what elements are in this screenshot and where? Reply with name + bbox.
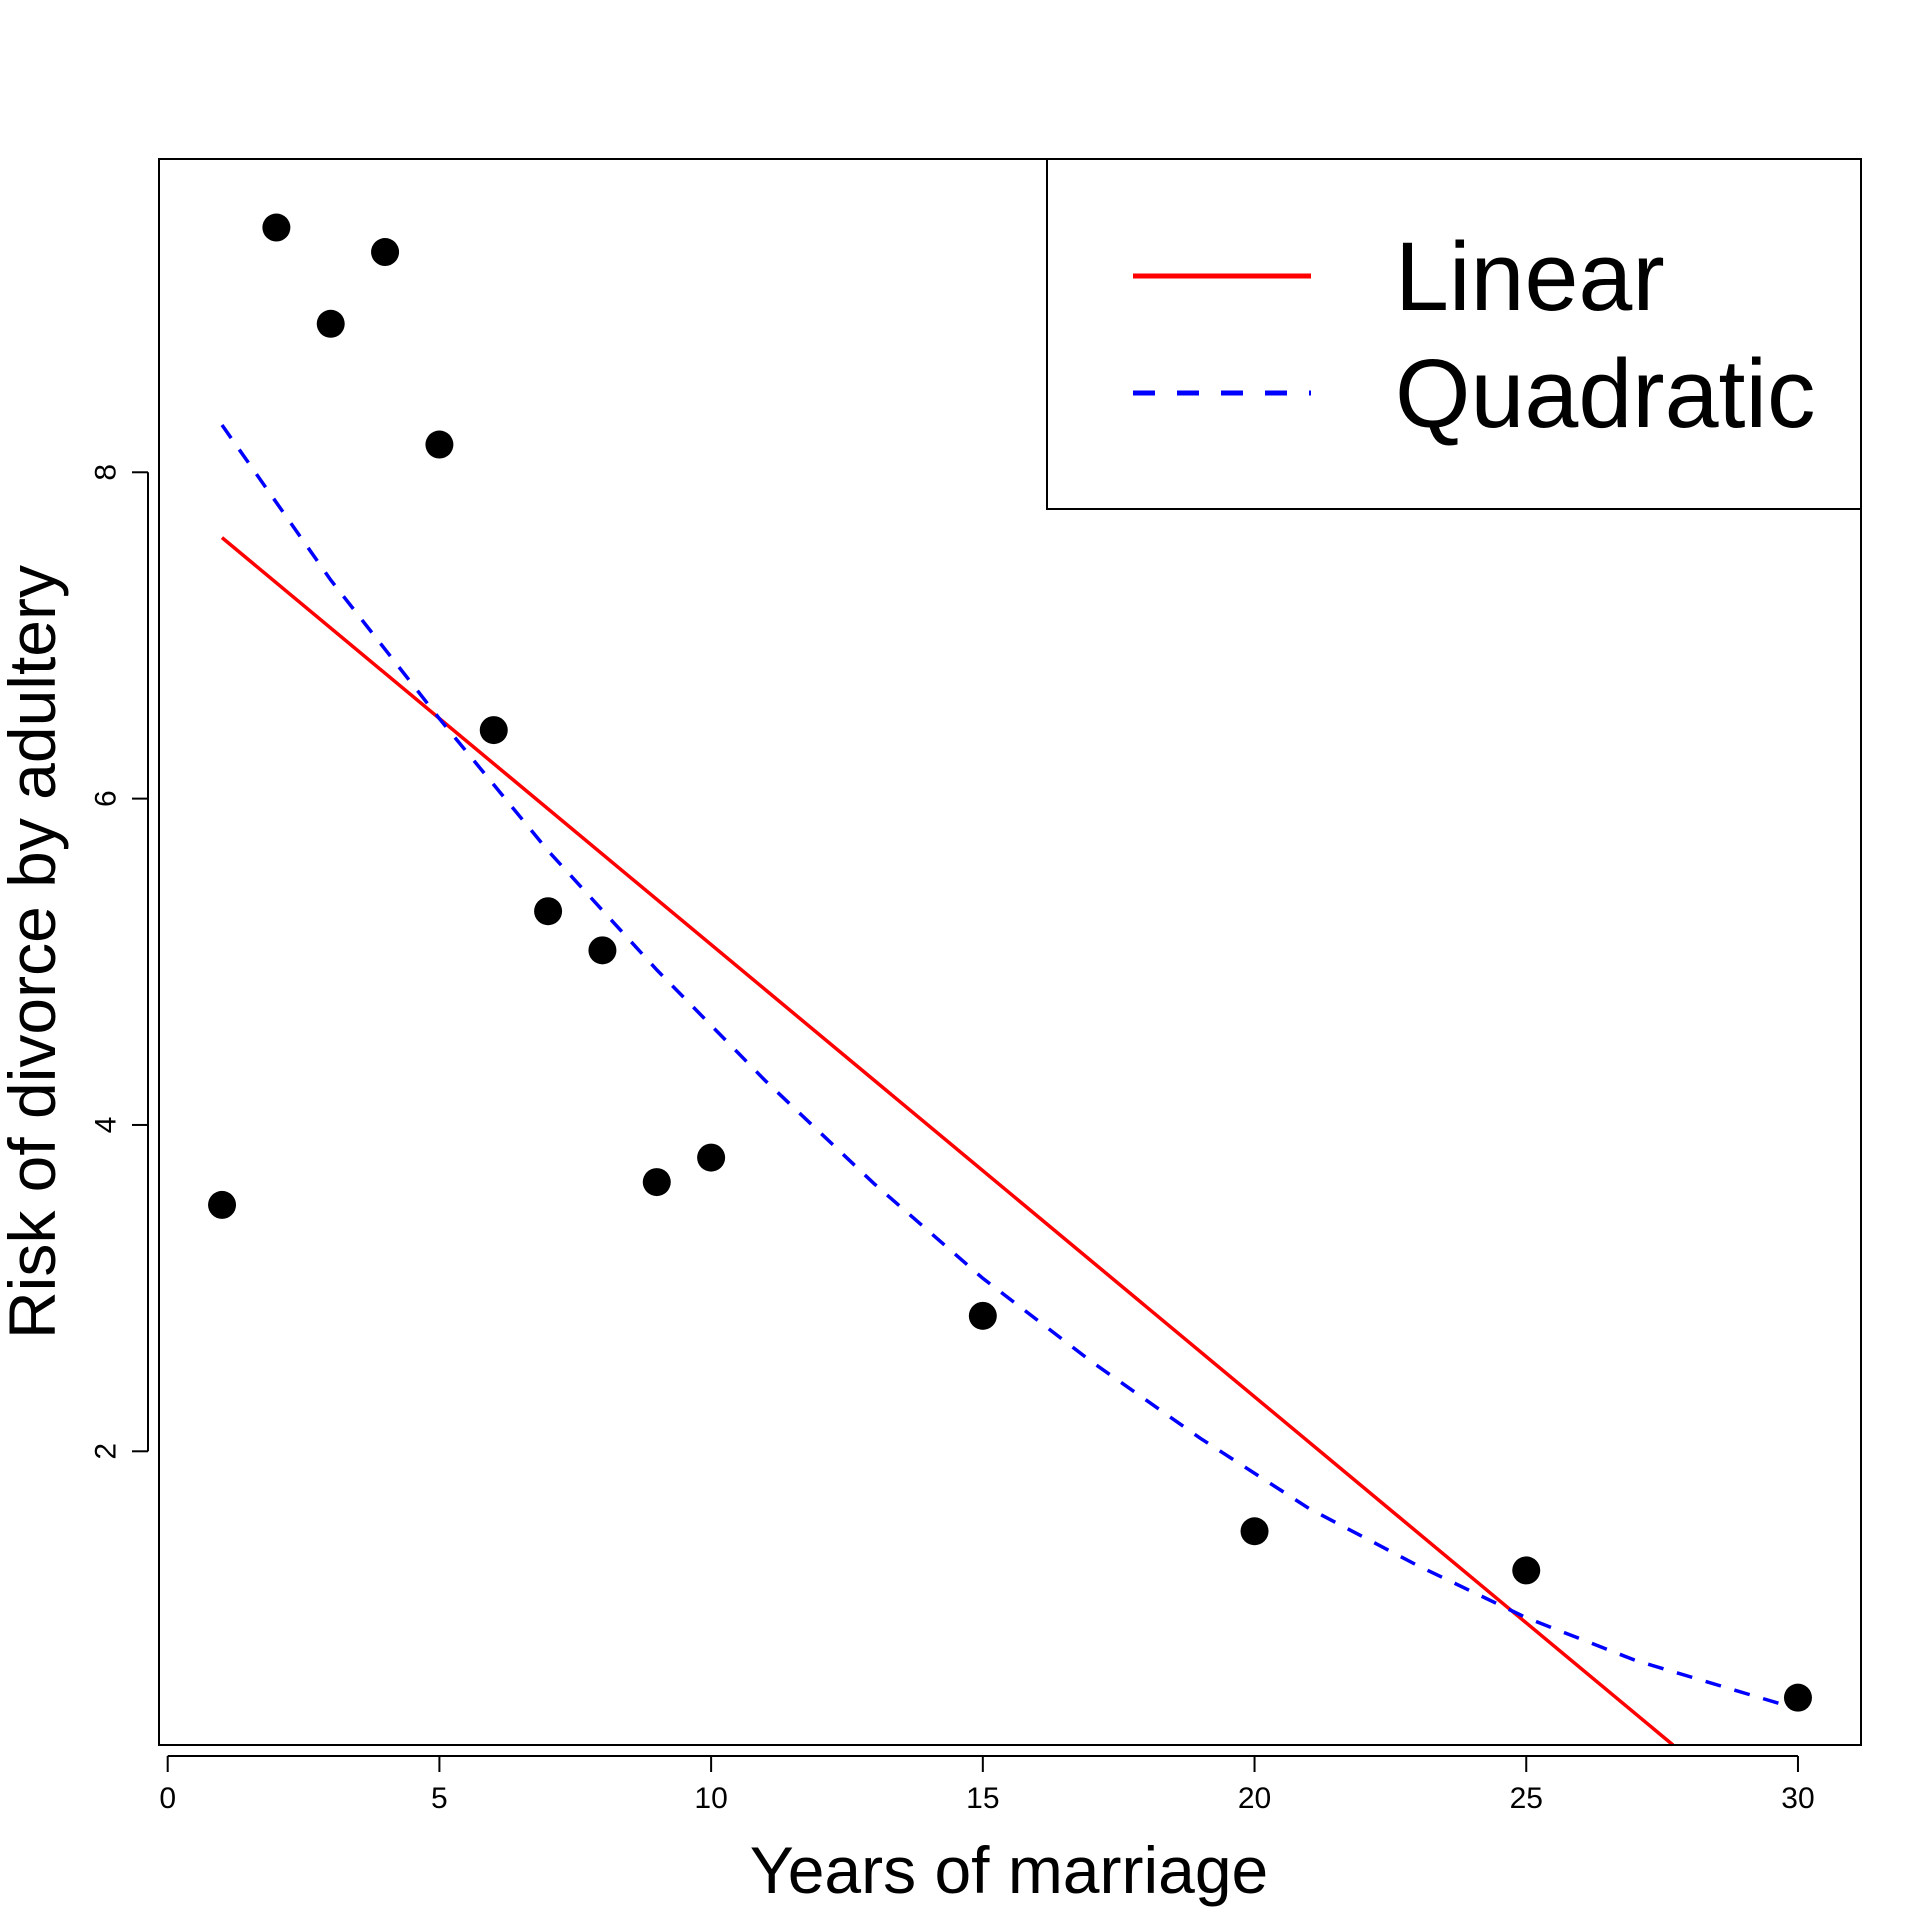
y-tick-label: 4 [90,1117,123,1134]
data-point [534,897,563,926]
x-tick-label: 15 [966,1782,999,1815]
x-tick-label: 25 [1510,1782,1543,1815]
x-tick-label: 5 [431,1782,448,1815]
data-point [262,213,291,242]
legend-quadratic-label: Quadratic [1395,339,1816,448]
plot-frame [158,158,1862,1746]
legend: Linear Quadratic [1046,158,1862,510]
legend-linear-label: Linear [1395,222,1665,331]
data-point [425,430,454,459]
data-point [588,936,617,965]
data-point [479,716,508,745]
x-axis-title: Years of marriage [750,1833,1269,1907]
data-point [316,309,345,338]
data-point [371,238,400,267]
series-quadratic-line [220,423,1799,1711]
legend-box [1046,158,1862,510]
x-tick-label: 0 [159,1782,176,1815]
x-tick-label: 10 [694,1782,727,1815]
data-point [642,1168,671,1197]
y-tick-label: 6 [90,790,123,807]
x-tick-label: 30 [1781,1782,1814,1815]
x-tick-label: 20 [1238,1782,1271,1815]
data-point [208,1190,237,1219]
data-point [697,1143,726,1172]
data-point [1512,1556,1541,1585]
y-axis-title: Risk of divorce by adultery [0,565,69,1339]
data-point [968,1301,997,1330]
series-linear-line [220,536,1675,1747]
data-point [1240,1517,1269,1546]
y-tick-label: 2 [90,1443,123,1460]
data-point [1783,1683,1812,1712]
y-tick-label: 8 [90,464,123,481]
